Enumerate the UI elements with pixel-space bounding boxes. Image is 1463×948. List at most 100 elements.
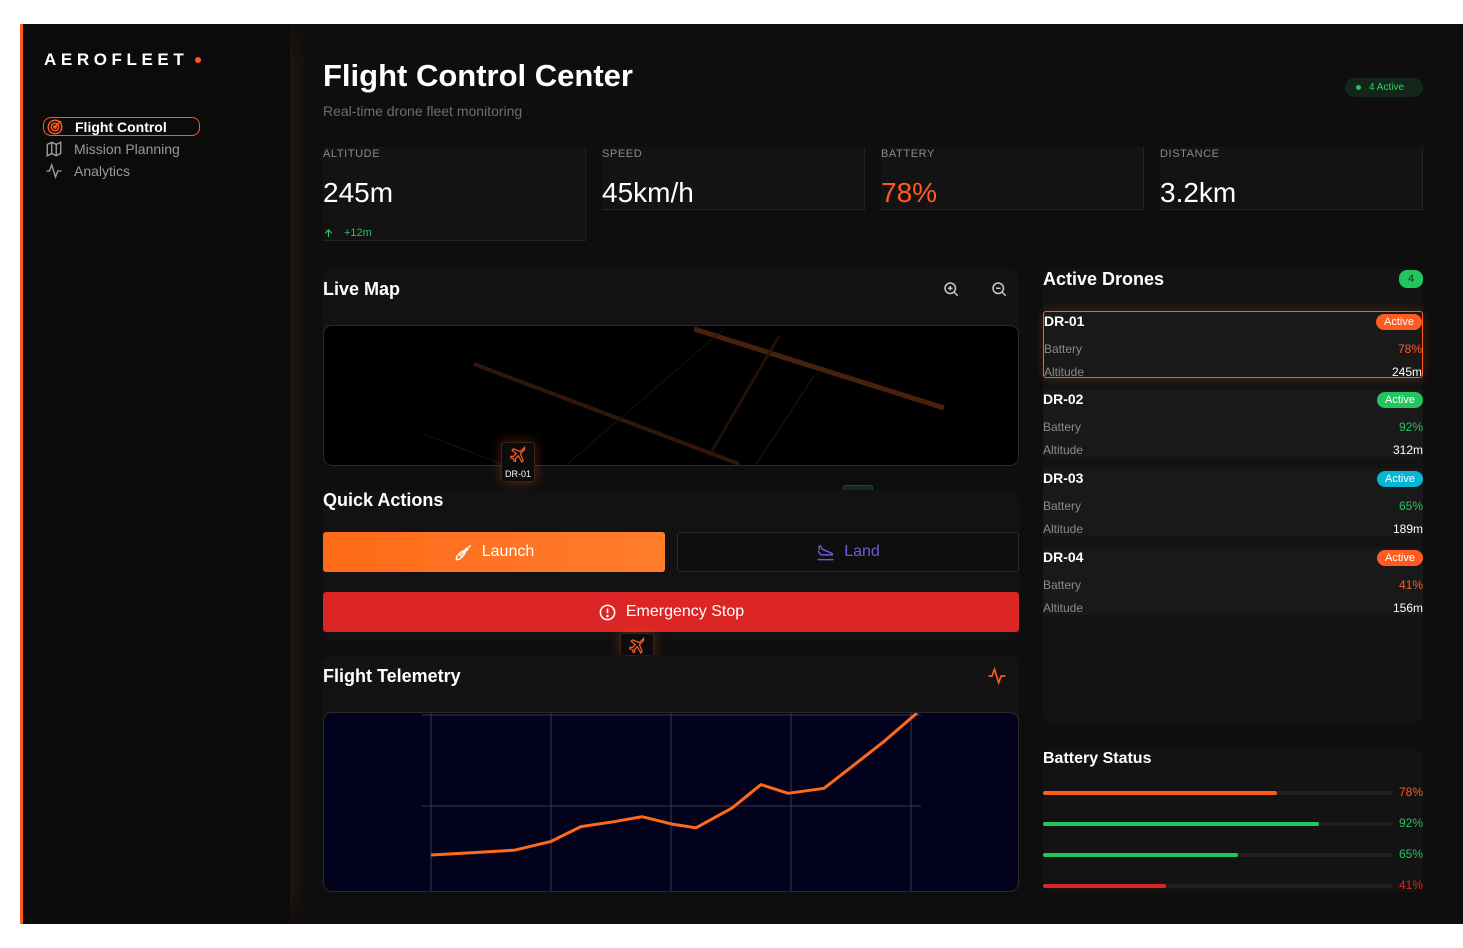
drone-battery-label: Battery <box>1043 499 1082 513</box>
telemetry-chart <box>323 712 1019 892</box>
sidebar-item-flight-control[interactable]: Flight Control <box>43 117 200 136</box>
battery-row: 78% <box>1043 785 1423 801</box>
metric-value: 245m <box>323 177 394 208</box>
activity-icon <box>988 666 1006 686</box>
metric-speed: SPEED 45km/h <box>602 147 865 210</box>
flight-telemetry-title: Flight Telemetry <box>323 666 461 686</box>
sidebar-item-label: Mission Planning <box>74 140 180 157</box>
drone-status-badge: Active <box>1376 314 1422 330</box>
page-subtitle: Real-time drone fleet monitoring <box>323 103 523 119</box>
activity-icon <box>45 162 63 180</box>
battery-value: 41% <box>1398 878 1423 892</box>
map-roads <box>423 326 945 465</box>
drone-name: DR-04 <box>1043 549 1084 565</box>
drone-marker-partial[interactable] <box>620 633 654 655</box>
drone-status-badge: Active <box>1377 550 1423 566</box>
drone-marker-dr01[interactable]: DR-01 <box>501 442 535 482</box>
active-count-label: 4 Active <box>1369 82 1405 93</box>
drone-battery-row: Battery 92% <box>1043 420 1423 434</box>
drone-item-dr03[interactable]: DR-03 Active Battery 65% Altitude 189m <box>1043 469 1423 536</box>
zoom-out-button[interactable] <box>990 280 1008 298</box>
drone-battery-row: Battery 41% <box>1043 578 1423 592</box>
telemetry-series-line <box>430 713 918 857</box>
status-dot <box>1356 85 1361 90</box>
metric-value: 3.2km <box>1160 177 1237 208</box>
drone-battery-label: Battery <box>1043 578 1082 592</box>
drone-altitude-label: Altitude <box>1043 522 1084 536</box>
live-map-title: Live Map <box>323 279 401 299</box>
active-drones-title: Active Drones <box>1043 269 1165 289</box>
drone-altitude-row: Altitude 156m <box>1043 601 1423 615</box>
drone-battery-row: Battery 65% <box>1043 499 1423 513</box>
telemetry-chart-svg <box>422 713 921 891</box>
drone-altitude-value: 189m <box>1392 522 1423 536</box>
drone-battery-label: Battery <box>1043 420 1082 434</box>
launch-button[interactable]: Launch <box>323 532 665 572</box>
brand-dot <box>195 57 201 63</box>
drone-item-dr04[interactable]: DR-04 Active Battery 41% Altitude 156m <box>1043 548 1423 615</box>
metric-value: 45km/h <box>602 177 694 208</box>
zoom-in-button[interactable] <box>942 280 960 298</box>
sidebar-item-label: Analytics <box>74 162 131 179</box>
brand-logo: AEROFLEET <box>44 50 189 69</box>
drone-item-dr02[interactable]: DR-02 Active Battery 92% Altitude 312m <box>1043 390 1423 457</box>
drone-battery-value: 78% <box>1397 342 1422 356</box>
metric-delta: +12m <box>323 227 372 239</box>
drone-name: DR-03 <box>1043 470 1084 486</box>
zoom-out-icon <box>992 282 1007 297</box>
active-status-badge: 4 Active <box>1345 78 1423 97</box>
drone-battery-label: Battery <box>1044 342 1083 356</box>
battery-bar-fill <box>1043 884 1166 888</box>
battery-value: 78% <box>1398 785 1423 799</box>
drone-altitude-label: Altitude <box>1043 443 1084 457</box>
sidebar-item-mission-planning[interactable]: Mission Planning <box>43 139 200 158</box>
emergency-stop-label: Emergency Stop <box>625 603 745 620</box>
metric-label: BATTERY <box>881 148 935 160</box>
battery-status-title: Battery Status <box>1043 750 1152 767</box>
rocket-icon <box>455 544 471 560</box>
app-window: AEROFLEET Flight Control Mission Plannin… <box>20 24 1463 924</box>
target-icon <box>46 118 64 136</box>
drone-status-badge: Active <box>1377 471 1423 487</box>
drone-status-badge: Active <box>1377 392 1423 408</box>
metric-label: DISTANCE <box>1160 148 1220 160</box>
emergency-stop-button[interactable]: Emergency Stop <box>323 592 1019 632</box>
battery-bar-fill <box>1043 853 1238 857</box>
metric-label: SPEED <box>602 148 643 160</box>
battery-row: 65% <box>1043 847 1423 863</box>
metric-distance: DISTANCE 3.2km <box>1160 147 1423 210</box>
battery-bar-track <box>1043 822 1393 826</box>
map-icon <box>45 140 63 158</box>
battery-bar-track <box>1043 791 1393 795</box>
plane-icon <box>510 446 526 463</box>
sidebar-item-analytics[interactable]: Analytics <box>43 161 200 180</box>
drone-name: DR-01 <box>1044 313 1085 329</box>
land-button[interactable]: Land <box>677 532 1019 572</box>
drone-altitude-label: Altitude <box>1043 601 1084 615</box>
main-content: Flight Control Center Real-time drone fl… <box>323 24 1423 924</box>
metric-value: 78% <box>881 177 938 208</box>
plane-icon <box>629 637 645 654</box>
drone-name: DR-02 <box>1043 391 1084 407</box>
alert-circle-icon <box>599 604 616 620</box>
quick-actions-card: Quick Actions Launch Land Emergency Stop <box>323 490 1019 640</box>
sidebar-item-label: Flight Control <box>75 118 167 135</box>
zoom-in-icon <box>944 282 959 297</box>
battery-bar-fill <box>1043 791 1277 795</box>
map-canvas[interactable] <box>323 325 1019 466</box>
drone-marker-label: DR-01 <box>504 469 531 479</box>
drone-battery-value: 92% <box>1398 420 1423 434</box>
flight-telemetry-card: Flight Telemetry <box>323 656 1019 892</box>
drone-altitude-value: 156m <box>1392 601 1423 615</box>
drone-altitude-row: Altitude 312m <box>1043 443 1423 457</box>
metric-battery: BATTERY 78% <box>881 147 1144 210</box>
drone-altitude-row: Altitude 189m <box>1043 522 1423 536</box>
drone-marker-partial[interactable] <box>843 485 873 490</box>
drone-item-dr01[interactable]: DR-01 Active Battery 78% Altitude 245m <box>1043 311 1423 379</box>
page-title: Flight Control Center <box>323 58 633 93</box>
sidebar: AEROFLEET Flight Control Mission Plannin… <box>20 24 290 924</box>
metric-delta-value: +12m <box>344 227 372 239</box>
launch-button-label: Launch <box>481 543 535 560</box>
battery-row: 41% <box>1043 878 1423 894</box>
drone-battery-row: Battery 78% <box>1044 342 1422 356</box>
